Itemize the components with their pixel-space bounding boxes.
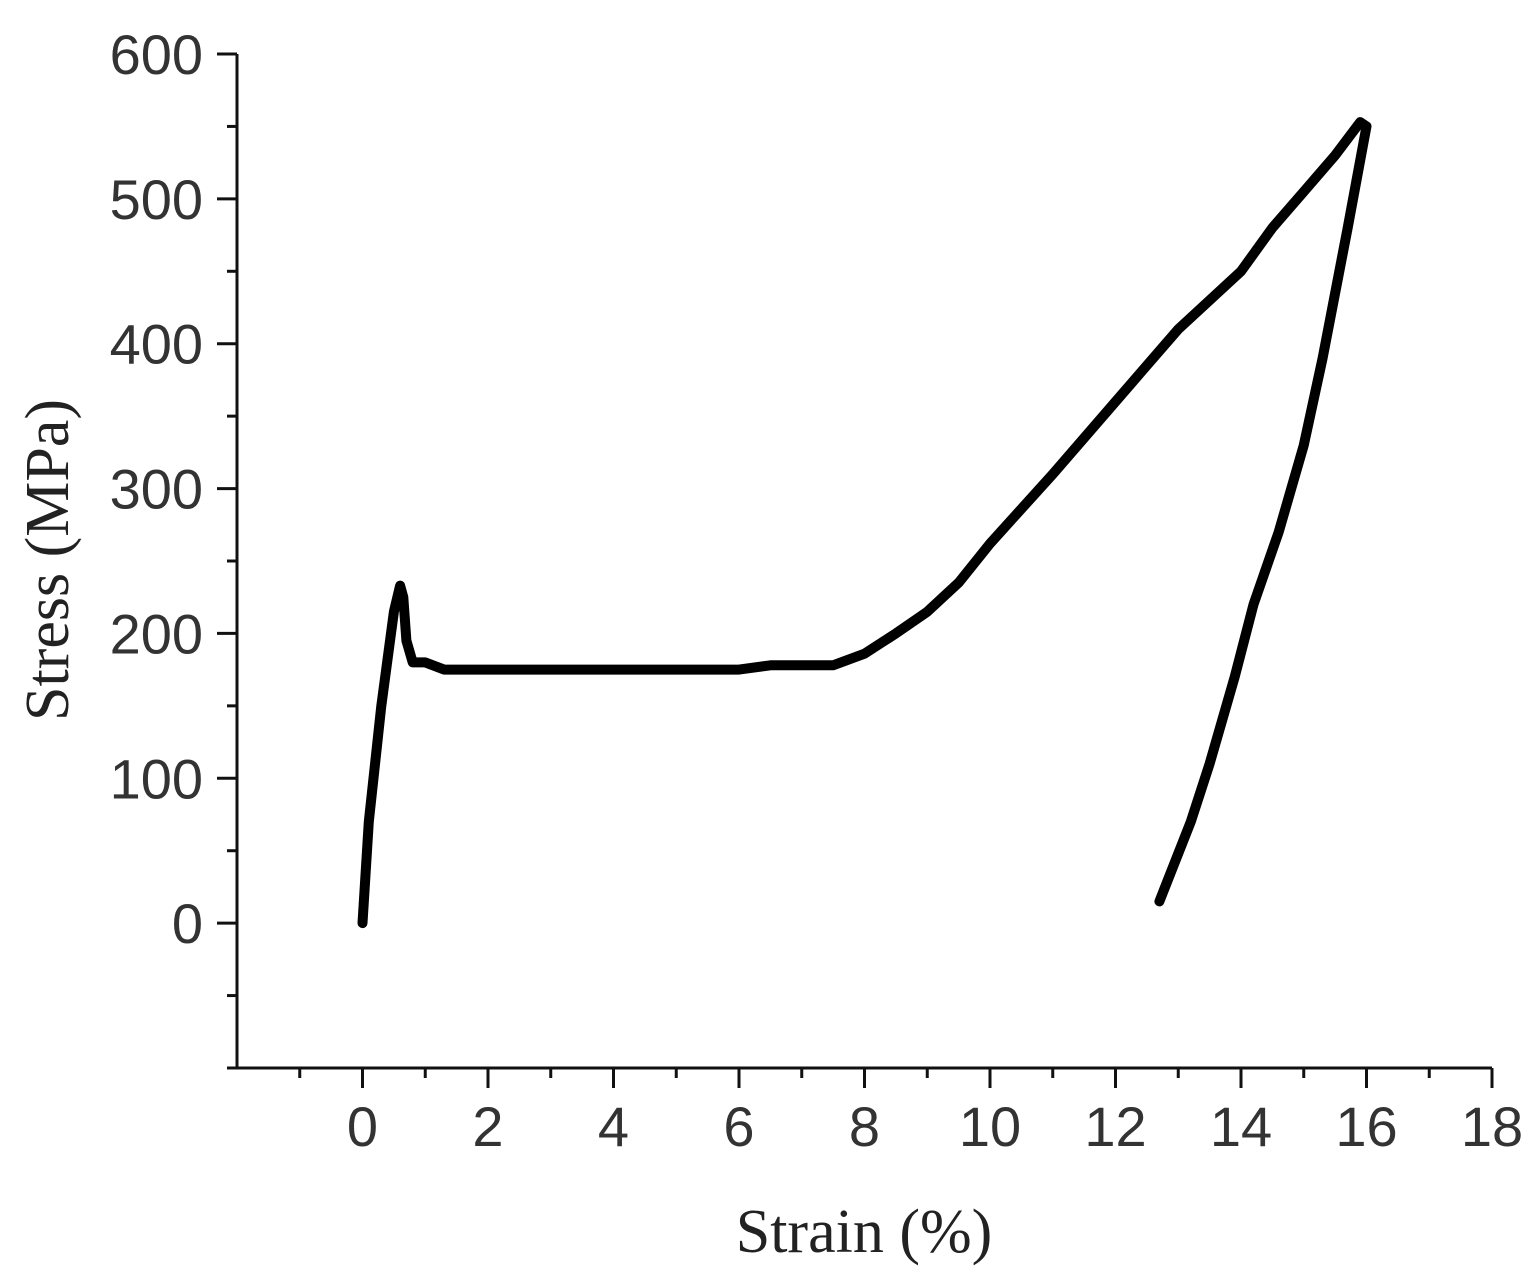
stress-strain-series-line [357, 117, 1372, 929]
x-tick-label: 4 [598, 1095, 629, 1158]
y-tick-label: 300 [110, 458, 203, 521]
y-tick-label: 0 [172, 892, 203, 955]
x-tick-label: 8 [849, 1095, 880, 1158]
axes [235, 54, 1492, 1070]
x-tick-label: 2 [472, 1095, 503, 1158]
x-tick-label: 6 [723, 1095, 754, 1158]
x-axis-title: Strain (%) [736, 1198, 993, 1266]
y-axis-title: Stress (MPa) [14, 399, 82, 721]
x-ticks: 0 2 4 6 8 10 12 14 16 18 [298, 1068, 1523, 1158]
y-tick-label: 600 [110, 23, 203, 86]
series-layer [357, 117, 1372, 929]
x-tick-label: 0 [347, 1095, 378, 1158]
x-tick-label: 16 [1335, 1095, 1397, 1158]
x-tick-label: 14 [1210, 1095, 1272, 1158]
y-tick-label: 500 [110, 168, 203, 231]
x-tick-label: 10 [959, 1095, 1021, 1158]
y-tick-label: 100 [110, 747, 203, 810]
y-ticks: 0 100 200 300 400 500 600 [110, 23, 237, 1070]
y-tick-label: 400 [110, 313, 203, 376]
y-tick-label: 200 [110, 602, 203, 665]
x-tick-label: 12 [1084, 1095, 1146, 1158]
x-tick-label: 18 [1461, 1095, 1523, 1158]
